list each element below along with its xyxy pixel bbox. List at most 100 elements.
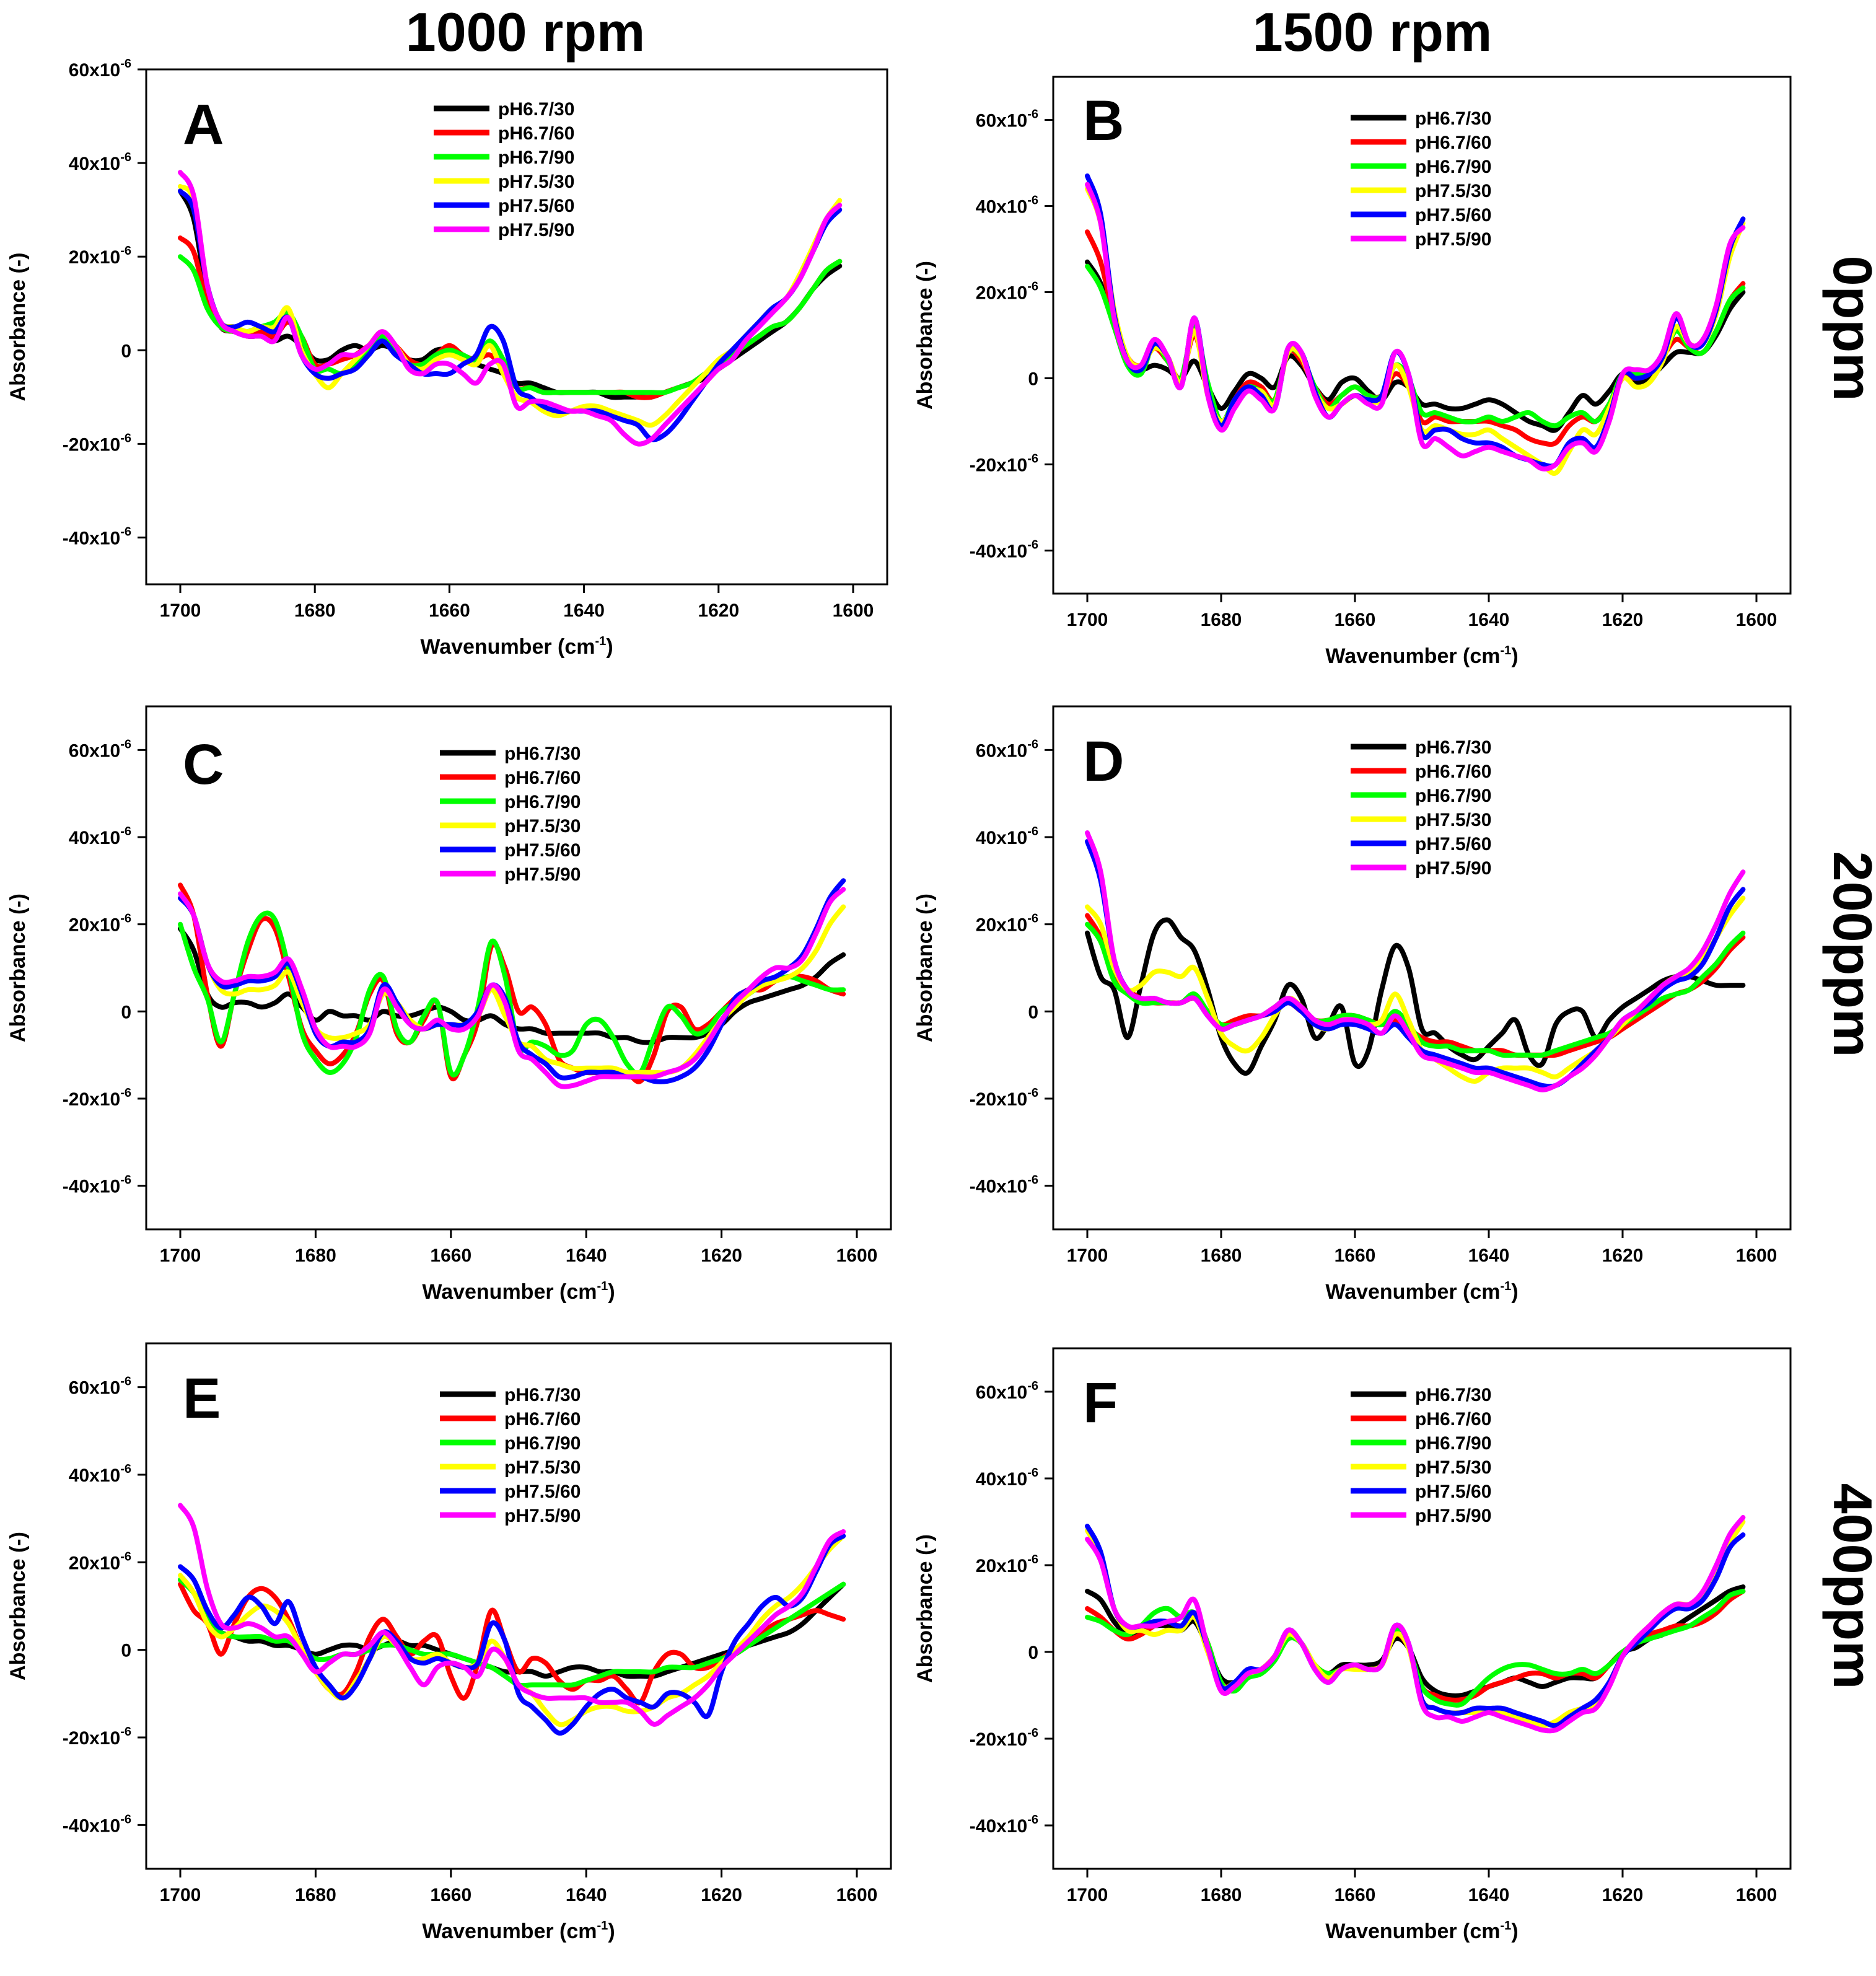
y-axis-label: Absorbance (-) [913, 261, 937, 410]
legend-entry: pH7.5/30 [1415, 181, 1491, 201]
legend-entry: pH7.5/60 [1415, 834, 1491, 854]
x-tick-label: 1700 [1067, 610, 1108, 630]
plot-frame [145, 705, 892, 1231]
series-line-pH7-5-90 [178, 1503, 846, 1727]
y-tick-label: -40x10-6 [970, 1174, 1038, 1197]
legend-entry: pH7.5/30 [504, 1457, 581, 1478]
x-tick-label: 1640 [1468, 610, 1510, 630]
legend-entry: pH7.5/30 [504, 816, 581, 837]
panel-letter: E [183, 1367, 221, 1430]
legend-entry: pH7.5/90 [504, 1506, 581, 1526]
legend-entry: pH7.5/90 [498, 220, 574, 240]
y-tick-label: 60x10-6 [69, 737, 131, 761]
plot-frame [145, 68, 888, 586]
y-tick-label: 40x10-6 [69, 825, 131, 848]
x-axis-label: Wavenumber (cm-1) [422, 1919, 615, 1943]
legend-entry: pH6.7/60 [1415, 762, 1491, 782]
chart-panel-F: 1700 1680 1660 1640 1620 1600 -40x10-6 -20x10-6… [913, 1347, 1792, 1943]
y-tick-label: 40x10-6 [976, 1466, 1038, 1490]
legend-entry: pH7.5/90 [1415, 1506, 1491, 1526]
y-tick-label: 20x10-6 [976, 280, 1038, 304]
y-tick-label: 0 [1028, 1002, 1038, 1022]
chart-panel-C: 1700 1680 1660 1640 1620 1600 -40x10-6 -20x10-6… [6, 705, 892, 1304]
legend: pH6.7/30 pH6.7/60 pH6.7/90 pH7.5/30 pH7.5/60… [440, 744, 581, 885]
x-axis-label: Wavenumber (cm-1) [422, 1280, 615, 1304]
x-tick-label: 1660 [1335, 610, 1376, 630]
chart-panels: 1700 1680 1660 1640 1620 1600 -40x10-6 -20x10-6… [6, 57, 1792, 1943]
x-tick-label: 1680 [1201, 610, 1242, 630]
series-line-pH7-5-90 [178, 170, 843, 447]
legend-entry: pH7.5/30 [1415, 810, 1491, 830]
legend-entry: pH6.7/90 [504, 1433, 581, 1454]
y-tick-label: 0 [1028, 1643, 1038, 1663]
y-tick-label: 0 [121, 1641, 131, 1661]
legend-entry: pH6.7/30 [1415, 108, 1491, 129]
y-tick-label: 60x10-6 [69, 57, 131, 81]
plot-frame [1052, 76, 1792, 595]
legend-entry: pH7.5/60 [504, 1482, 581, 1502]
y-tick-label: 60x10-6 [976, 108, 1038, 131]
x-axis-label: Wavenumber (cm-1) [1325, 1919, 1518, 1943]
y-tick-label: 0 [1028, 369, 1038, 390]
legend: pH6.7/30 pH6.7/60 pH6.7/90 pH7.5/30 pH7.5/60… [1351, 1385, 1491, 1526]
y-tick-label: 60x10-6 [976, 1379, 1038, 1403]
x-tick-label: 1700 [160, 1245, 201, 1266]
legend: pH6.7/30 pH6.7/60 pH6.7/90 pH7.5/30 pH7.5/60… [1351, 108, 1491, 250]
legend-entry: pH6.7/90 [504, 792, 581, 812]
panel-letter: D [1083, 730, 1124, 793]
x-tick-label: 1660 [1335, 1885, 1376, 1905]
series-line-pH7-5-90 [1085, 830, 1746, 1092]
legend-entry: pH7.5/90 [1415, 229, 1491, 250]
x-tick-label: 1680 [295, 1885, 336, 1905]
x-axis-label: Wavenumber (cm-1) [1325, 1280, 1518, 1304]
y-tick-label: 20x10-6 [976, 912, 1038, 936]
legend-entry: pH6.7/60 [498, 123, 574, 144]
row-title-0ppm: 0ppm [1822, 256, 1876, 402]
chart-panel-E: 1700 1680 1660 1640 1620 1600 -40x10-6 -20x10-6… [6, 1342, 892, 1943]
y-tick-label: 40x10-6 [69, 151, 131, 174]
legend-entry: pH6.7/30 [504, 1385, 581, 1405]
y-tick-label: -40x10-6 [63, 1812, 131, 1836]
chart-panel-D: 1700 1680 1660 1640 1620 1600 -40x10-6 -20x10-6… [913, 705, 1792, 1304]
x-tick-label: 1700 [1067, 1245, 1108, 1266]
x-axis-label: Wavenumber (cm-1) [1325, 644, 1518, 668]
y-tick-label: -20x10-6 [970, 1726, 1038, 1750]
y-tick-label: -20x10-6 [63, 1725, 131, 1749]
legend-entry: pH6.7/30 [498, 99, 574, 120]
x-tick-label: 1600 [1736, 610, 1777, 630]
legend: pH6.7/30 pH6.7/60 pH6.7/90 pH7.5/30 pH7.5/60… [440, 1385, 581, 1526]
x-tick-label: 1640 [566, 1245, 607, 1266]
plot-frame [145, 1342, 892, 1870]
y-axis-label: Absorbance (-) [913, 1534, 937, 1683]
row-title-400ppm: 400ppm [1822, 1483, 1876, 1690]
x-tick-label: 1660 [430, 1245, 471, 1266]
x-tick-label: 1660 [1335, 1245, 1376, 1266]
y-tick-label: 20x10-6 [69, 244, 131, 268]
series-line-pH6-7-30 [1085, 917, 1746, 1076]
legend-entry: pH6.7/60 [1415, 133, 1491, 153]
row-title-200ppm: 200ppm [1822, 851, 1876, 1058]
legend-entry: pH6.7/60 [504, 1409, 581, 1429]
legend-entry: pH6.7/30 [1415, 1385, 1491, 1405]
y-tick-label: 40x10-6 [976, 825, 1038, 848]
legend-entry: pH7.5/60 [1415, 205, 1491, 226]
y-axis-label: Absorbance (-) [6, 1532, 30, 1680]
panel-letter: B [1083, 89, 1124, 152]
x-tick-label: 1620 [1602, 610, 1644, 630]
y-tick-label: 20x10-6 [976, 1553, 1038, 1576]
y-tick-label: 0 [121, 1002, 131, 1022]
legend-entry: pH6.7/30 [504, 744, 581, 764]
y-tick-label: -20x10-6 [63, 1086, 131, 1110]
y-tick-label: -40x10-6 [63, 1174, 131, 1197]
x-tick-label: 1600 [1736, 1245, 1777, 1266]
plot-frame [1052, 1347, 1792, 1870]
y-axis-label: Absorbance (-) [6, 894, 30, 1042]
legend: pH6.7/30 pH6.7/60 pH6.7/90 pH7.5/30 pH7.5/60… [1351, 737, 1491, 879]
column-title-1000rpm: 1000 rpm [406, 1, 645, 63]
x-tick-label: 1660 [429, 600, 470, 621]
y-tick-label: -20x10-6 [63, 431, 131, 455]
x-axis-label: Wavenumber (cm-1) [420, 635, 613, 659]
legend-entry: pH7.5/60 [498, 196, 574, 216]
x-tick-label: 1700 [160, 600, 201, 621]
